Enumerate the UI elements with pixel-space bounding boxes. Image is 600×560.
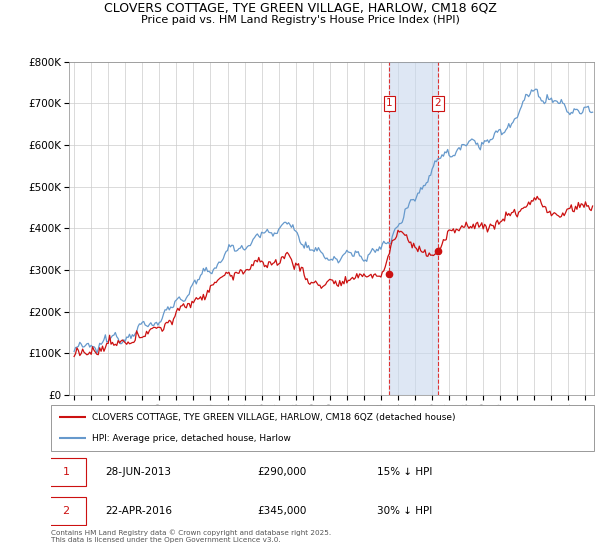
Bar <box>389 62 437 395</box>
Text: 1: 1 <box>386 98 393 108</box>
FancyBboxPatch shape <box>46 458 86 486</box>
Text: 30% ↓ HPI: 30% ↓ HPI <box>377 506 432 516</box>
Text: Contains HM Land Registry data © Crown copyright and database right 2025.
This d: Contains HM Land Registry data © Crown c… <box>51 529 331 543</box>
Text: 2: 2 <box>434 98 441 108</box>
Text: 2: 2 <box>62 506 70 516</box>
Text: CLOVERS COTTAGE, TYE GREEN VILLAGE, HARLOW, CM18 6QZ: CLOVERS COTTAGE, TYE GREEN VILLAGE, HARL… <box>104 2 496 15</box>
Text: 22-APR-2016: 22-APR-2016 <box>106 506 172 516</box>
FancyBboxPatch shape <box>51 405 594 451</box>
Text: HPI: Average price, detached house, Harlow: HPI: Average price, detached house, Harl… <box>92 434 290 443</box>
Text: Price paid vs. HM Land Registry's House Price Index (HPI): Price paid vs. HM Land Registry's House … <box>140 15 460 25</box>
Text: £345,000: £345,000 <box>257 506 307 516</box>
Text: 28-JUN-2013: 28-JUN-2013 <box>106 467 172 477</box>
Text: 15% ↓ HPI: 15% ↓ HPI <box>377 467 432 477</box>
Text: 1: 1 <box>62 467 70 477</box>
Text: CLOVERS COTTAGE, TYE GREEN VILLAGE, HARLOW, CM18 6QZ (detached house): CLOVERS COTTAGE, TYE GREEN VILLAGE, HARL… <box>92 413 455 422</box>
FancyBboxPatch shape <box>46 497 86 525</box>
Text: £290,000: £290,000 <box>257 467 307 477</box>
